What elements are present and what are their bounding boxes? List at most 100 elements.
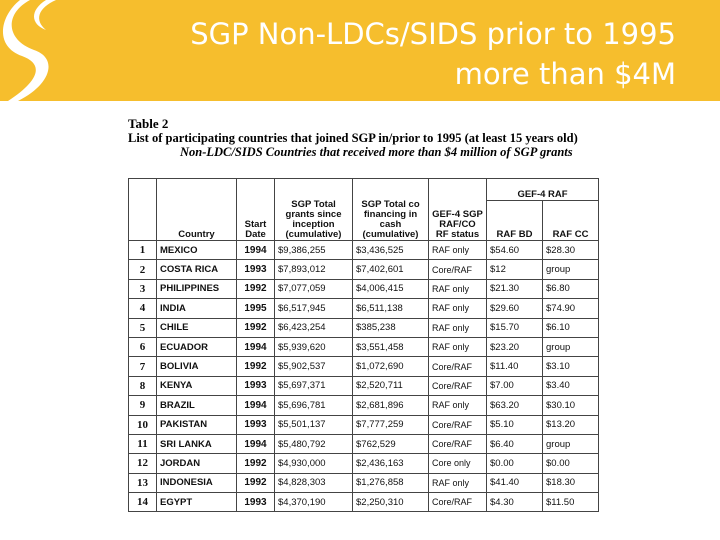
country-cell: COSTA RICA — [156, 259, 237, 280]
cofinancing-cell: $3,551,458 — [352, 336, 429, 358]
table-caption: List of participating countries that joi… — [128, 131, 578, 145]
cofinancing-cell: $2,681,896 — [352, 395, 429, 416]
grants-cell: $9,386,255 — [274, 239, 353, 261]
raf-cc-cell: group — [541, 259, 600, 280]
grants-cell: $5,902,537 — [274, 356, 353, 377]
table-header: Country Start Date SGP Total grants sinc… — [128, 178, 600, 241]
slide-title-line2: more than $4M — [454, 57, 676, 91]
raf-cc-cell: $74.90 — [541, 298, 600, 319]
cofinancing-cell: $7,402,601 — [352, 259, 429, 280]
status-cell: RAF only — [428, 336, 487, 358]
raf-bd-cell: $0.00 — [486, 453, 543, 474]
row-number: 3 — [128, 278, 157, 300]
start-date-cell: 1993 — [236, 259, 275, 280]
raf-cc-cell: group — [541, 433, 600, 455]
country-cell: KENYA — [156, 375, 237, 397]
cofinancing-cell: $2,436,163 — [352, 453, 429, 474]
header-cofinancing: SGP Total co financing in cash (cumulati… — [352, 178, 429, 241]
start-date-cell: 1995 — [236, 298, 275, 319]
header-country: Country — [156, 178, 237, 241]
grants-cell: $5,501,137 — [274, 414, 353, 435]
header-grants: SGP Total grants since inception (cumula… — [274, 178, 353, 241]
row-number: 4 — [128, 298, 157, 319]
table-row: 8 KENYA 1993 $5,697,371 $2,520,711 Core/RAF $7… — [128, 375, 600, 397]
start-date-cell: 1992 — [236, 472, 275, 494]
table-row: 6 ECUADOR 1994 $5,939,620 $3,551,458 RAF only… — [128, 336, 600, 358]
grants-cell: $6,517,945 — [274, 298, 353, 319]
start-date-cell: 1992 — [236, 278, 275, 300]
raf-bd-cell: $6.40 — [486, 433, 543, 455]
table-row: 3 PHILIPPINES 1992 $7,077,059 $4,006,415 RAF … — [128, 278, 600, 300]
table-row: 9 BRAZIL 1994 $5,696,781 $2,681,896 RAF only $… — [128, 395, 600, 416]
status-cell: Core only — [428, 453, 487, 474]
status-cell: Core/RAF — [428, 356, 487, 377]
table-body: 1 MEXICO 1994 $9,386,255 $3,436,525 RAF only $… — [128, 239, 600, 513]
grants-cell: $6,423,254 — [274, 317, 353, 338]
header-start-date: Start Date — [236, 178, 275, 241]
start-date-cell: 1992 — [236, 453, 275, 474]
status-cell: Core/RAF — [428, 433, 487, 455]
row-number: 10 — [128, 414, 157, 435]
grants-cell: $4,370,190 — [274, 492, 353, 513]
raf-cc-cell: $11.50 — [541, 492, 600, 513]
grants-cell: $5,696,781 — [274, 395, 353, 416]
table-row: 12 JORDAN 1992 $4,930,000 $2,436,163 Core onl… — [128, 453, 600, 474]
raf-cc-cell: $30.10 — [541, 395, 600, 416]
raf-bd-cell: $11.40 — [486, 356, 543, 377]
status-cell: RAF only — [428, 395, 487, 416]
grants-table: Country Start Date SGP Total grants sinc… — [128, 178, 600, 513]
header-raf-cc: RAF CC — [541, 200, 600, 241]
row-number: 11 — [128, 433, 157, 455]
country-cell: SRI LANKA — [156, 433, 237, 455]
status-cell: Core/RAF — [428, 259, 487, 280]
cofinancing-cell: $385,238 — [352, 317, 429, 338]
start-date-cell: 1993 — [236, 492, 275, 513]
raf-cc-cell: $13.20 — [541, 414, 600, 435]
sgp-swirl-logo — [2, 0, 56, 101]
grants-cell: $7,077,059 — [274, 278, 353, 300]
grants-cell: $5,480,792 — [274, 433, 353, 455]
cofinancing-cell: $1,072,690 — [352, 356, 429, 377]
header-gef4-raf-group: GEF-4 RAF — [485, 178, 600, 201]
raf-bd-cell: $29.60 — [486, 298, 543, 319]
grants-cell: $4,930,000 — [274, 453, 353, 474]
table-row: 1 MEXICO 1994 $9,386,255 $3,436,525 RAF only $… — [128, 239, 600, 261]
raf-bd-cell: $4.30 — [486, 492, 543, 513]
raf-bd-cell: $41.40 — [486, 472, 543, 494]
cofinancing-cell: $6,511,138 — [352, 298, 429, 319]
table-label: Table 2 — [128, 116, 169, 131]
row-number: 14 — [128, 492, 157, 513]
row-number: 13 — [128, 472, 157, 494]
raf-cc-cell: $18.30 — [541, 472, 600, 494]
grants-cell: $7,893,012 — [274, 259, 353, 280]
raf-cc-cell: group — [541, 336, 600, 358]
start-date-cell: 1992 — [236, 317, 275, 338]
row-number: 5 — [128, 317, 157, 338]
grants-cell: $4,828,303 — [274, 472, 353, 494]
raf-cc-cell: $3.10 — [541, 356, 600, 377]
table-subcaption: Non-LDC/SIDS Countries that received mor… — [180, 145, 573, 159]
grants-cell: $5,939,620 — [274, 336, 353, 358]
country-cell: PHILIPPINES — [156, 278, 237, 300]
country-cell: ECUADOR — [156, 336, 237, 358]
raf-bd-cell: $7.00 — [486, 375, 543, 397]
header-gef4-status: GEF-4 SGP RAF/CO RF status — [428, 178, 487, 241]
status-cell: RAF only — [428, 278, 487, 300]
cofinancing-cell: $4,006,415 — [352, 278, 429, 300]
start-date-cell: 1994 — [236, 239, 275, 261]
header-num — [128, 178, 157, 241]
country-cell: JORDAN — [156, 453, 237, 474]
raf-bd-cell: $63.20 — [486, 395, 543, 416]
row-number: 1 — [128, 239, 157, 261]
row-number: 8 — [128, 375, 157, 397]
country-cell: CHILE — [156, 317, 237, 338]
raf-cc-cell: $6.10 — [541, 317, 600, 338]
slide-title: SGP Non-LDCs/SIDS prior to 1995 more tha… — [116, 14, 676, 94]
raf-bd-cell: $15.70 — [486, 317, 543, 338]
start-date-cell: 1994 — [236, 395, 275, 416]
cofinancing-cell: $2,520,711 — [352, 375, 429, 397]
table-row: 11 SRI LANKA 1994 $5,480,792 $762,529 Core/RA… — [128, 433, 600, 455]
table-row: 5 CHILE 1992 $6,423,254 $385,238 RAF only $15.… — [128, 317, 600, 338]
raf-bd-cell: $12 — [486, 259, 543, 280]
cofinancing-cell: $7,777,259 — [352, 414, 429, 435]
